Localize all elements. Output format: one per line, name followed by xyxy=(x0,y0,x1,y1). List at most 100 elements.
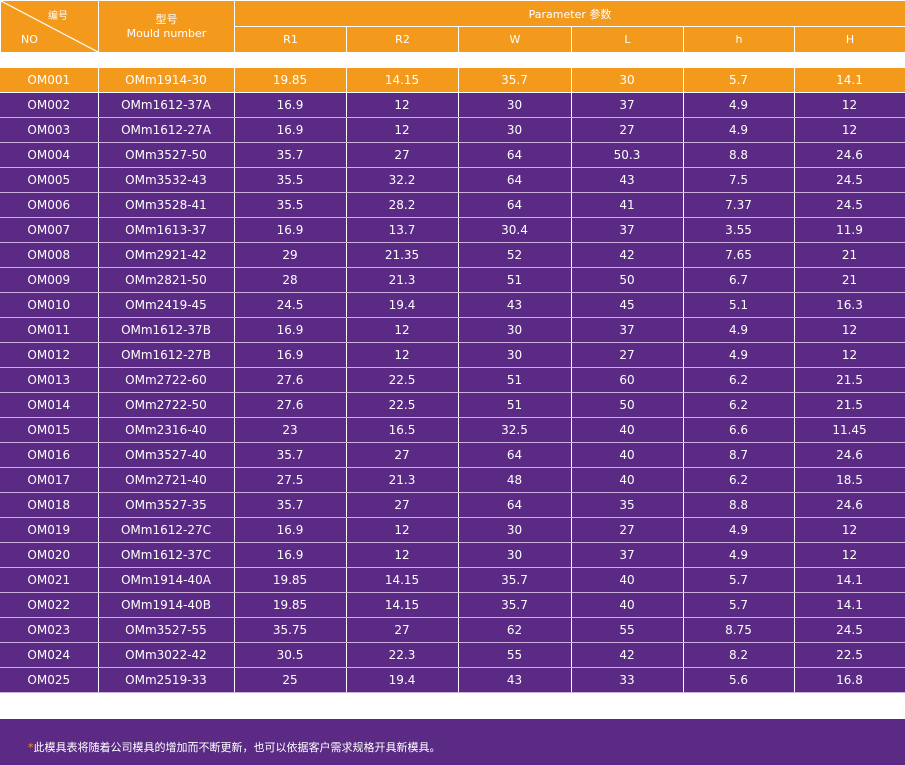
cell-model: OMm2419-45 xyxy=(98,292,235,318)
cell-h-small: 8.75 xyxy=(683,617,795,643)
header-no-cn: 编号 xyxy=(48,11,68,22)
cell-r1: 27.5 xyxy=(234,467,347,493)
cell-r2: 19.4 xyxy=(346,667,459,693)
cell-h-small: 4.9 xyxy=(683,317,795,343)
cell-no: OM008 xyxy=(0,242,99,268)
cell-r2: 28.2 xyxy=(346,192,459,218)
cell-h-small: 4.9 xyxy=(683,117,795,143)
cell-r1: 19.85 xyxy=(234,68,347,93)
table-row: OM008 OMm2921-42 29 21.35 52 42 7.65 21 xyxy=(0,242,905,268)
table-row: OM014 OMm2722-50 27.6 22.5 51 50 6.2 21.5 xyxy=(0,392,905,418)
cell-h-small: 7.5 xyxy=(683,167,795,193)
cell-l: 42 xyxy=(571,642,684,668)
cell-w: 62 xyxy=(458,617,572,643)
cell-no: OM012 xyxy=(0,342,99,368)
table-row: OM012 OMm1612-27B 16.9 12 30 27 4.9 12 xyxy=(0,342,905,368)
diagonal-divider xyxy=(1,1,98,52)
cell-r2: 22.3 xyxy=(346,642,459,668)
cell-no: OM023 xyxy=(0,617,99,643)
cell-h-large: 14.1 xyxy=(794,567,905,593)
cell-w: 51 xyxy=(458,267,572,293)
cell-r1: 35.5 xyxy=(234,167,347,193)
cell-no: OM016 xyxy=(0,442,99,468)
cell-model: OMm2821-50 xyxy=(98,267,235,293)
cell-h-small: 6.2 xyxy=(683,392,795,418)
table-row: OM013 OMm2722-60 27.6 22.5 51 60 6.2 21.5 xyxy=(0,367,905,393)
cell-r1: 16.9 xyxy=(234,217,347,243)
cell-r2: 12 xyxy=(346,117,459,143)
table-row: OM018 OMm3527-35 35.7 27 64 35 8.8 24.6 xyxy=(0,492,905,518)
cell-h-small: 8.7 xyxy=(683,442,795,468)
cell-h-small: 5.7 xyxy=(683,592,795,618)
cell-l: 40 xyxy=(571,592,684,618)
cell-h-small: 8.8 xyxy=(683,492,795,518)
cell-r1: 24.5 xyxy=(234,292,347,318)
cell-l: 41 xyxy=(571,192,684,218)
cell-no: OM006 xyxy=(0,192,99,218)
header-no-en: NO xyxy=(21,33,38,46)
cell-r2: 14.15 xyxy=(346,567,459,593)
cell-model: OMm2721-40 xyxy=(98,467,235,493)
cell-h-large: 16.8 xyxy=(794,667,905,693)
cell-r2: 12 xyxy=(346,92,459,118)
cell-model: OMm3527-50 xyxy=(98,142,235,168)
header-param-R1: R1 xyxy=(234,26,347,53)
cell-h-small: 8.8 xyxy=(683,142,795,168)
cell-model: OMm2519-33 xyxy=(98,667,235,693)
table-row: OM005 OMm3532-43 35.5 32.2 64 43 7.5 24.5 xyxy=(0,167,905,193)
cell-w: 64 xyxy=(458,142,572,168)
table-row: OM009 OMm2821-50 28 21.3 51 50 6.7 21 xyxy=(0,267,905,293)
table-row: OM004 OMm3527-50 35.7 27 64 50.3 8.8 24.6 xyxy=(0,142,905,168)
cell-model: OMm1612-37B xyxy=(98,317,235,343)
cell-l: 33 xyxy=(571,667,684,693)
cell-no: OM009 xyxy=(0,267,99,293)
cell-h-small: 4.9 xyxy=(683,542,795,568)
cell-w: 30 xyxy=(458,317,572,343)
cell-l: 42 xyxy=(571,242,684,268)
cell-h-small: 5.7 xyxy=(683,68,795,93)
cell-model: OMm1914-30 xyxy=(98,68,235,93)
cell-no: OM019 xyxy=(0,517,99,543)
cell-h-large: 12 xyxy=(794,92,905,118)
cell-h-large: 24.5 xyxy=(794,192,905,218)
cell-r1: 35.75 xyxy=(234,617,347,643)
cell-r2: 27 xyxy=(346,617,459,643)
table-row: OM015 OMm2316-40 23 16.5 32.5 40 6.6 11.45 xyxy=(0,417,905,443)
cell-model: OMm1612-27A xyxy=(98,117,235,143)
cell-h-small: 4.9 xyxy=(683,342,795,368)
header-param-R2: R2 xyxy=(346,26,459,53)
cell-no: OM007 xyxy=(0,217,99,243)
table-row: OM017 OMm2721-40 27.5 21.3 48 40 6.2 18.5 xyxy=(0,467,905,493)
header-parameter-group: Parameter 参数 xyxy=(233,0,905,27)
cell-model: OMm2722-50 xyxy=(98,392,235,418)
table-row: OM025 OMm2519-33 25 19.4 43 33 5.6 16.8 xyxy=(0,667,905,693)
cell-no: OM018 xyxy=(0,492,99,518)
cell-h-large: 24.6 xyxy=(794,492,905,518)
cell-h-small: 6.6 xyxy=(683,417,795,443)
cell-no: OM002 xyxy=(0,92,99,118)
table-row: OM016 OMm3527-40 35.7 27 64 40 8.7 24.6 xyxy=(0,442,905,468)
cell-r1: 25 xyxy=(234,667,347,693)
cell-r1: 16.9 xyxy=(234,542,347,568)
cell-h-small: 6.2 xyxy=(683,367,795,393)
cell-h-small: 7.65 xyxy=(683,242,795,268)
cell-r1: 16.9 xyxy=(234,517,347,543)
cell-w: 43 xyxy=(458,667,572,693)
cell-no: OM004 xyxy=(0,142,99,168)
cell-h-small: 6.7 xyxy=(683,267,795,293)
header-param-H: H xyxy=(793,26,905,53)
header-param-W: W xyxy=(458,26,572,53)
cell-w: 30 xyxy=(458,117,572,143)
cell-w: 51 xyxy=(458,392,572,418)
cell-w: 30 xyxy=(458,542,572,568)
cell-h-large: 14.1 xyxy=(794,68,905,93)
cell-r2: 12 xyxy=(346,317,459,343)
cell-h-large: 24.5 xyxy=(794,617,905,643)
cell-no: OM013 xyxy=(0,367,99,393)
table-row: OM007 OMm1613-37 16.9 13.7 30.4 37 3.55 11.9 xyxy=(0,217,905,243)
cell-h-small: 7.37 xyxy=(683,192,795,218)
cell-h-large: 22.5 xyxy=(794,642,905,668)
cell-r2: 14.15 xyxy=(346,592,459,618)
footnote-star: * xyxy=(28,741,34,754)
cell-w: 55 xyxy=(458,642,572,668)
